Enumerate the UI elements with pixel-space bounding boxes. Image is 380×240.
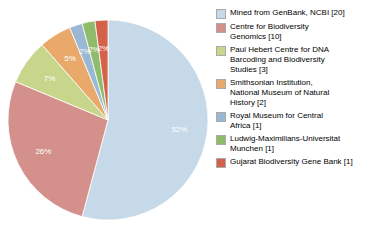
html-text:Royal Museum for Central: Royal Museum for Central — [230, 111, 323, 120]
html-text:Smithsonian Institution,: Smithsonian Institution, — [230, 78, 313, 87]
html-text:History [2]: History [2] — [230, 98, 266, 107]
html-text:Mined from GenBank, NCBI [20]: Mined from GenBank, NCBI [20] — [230, 8, 345, 17]
svg-text:2%: 2% — [88, 44, 100, 54]
html-text:Africa [1]: Africa [1] — [230, 121, 262, 130]
svg-text:2%: 2% — [98, 44, 110, 53]
svg-text:26%: 26% — [35, 147, 51, 156]
html-text:Genomics [10]: Genomics [10] — [230, 32, 282, 41]
html-text:Ludwig-Maximilians-Universitat: Ludwig-Maximilians-Universitat — [230, 134, 341, 143]
svg-text:7%: 7% — [44, 74, 56, 83]
html-text:Centre for Biodiversity: Centre for Biodiversity — [230, 22, 309, 31]
html-text:Munchen [1]: Munchen [1] — [230, 144, 274, 153]
html-text:Studies [3]: Studies [3] — [230, 65, 268, 74]
svg-text:5%: 5% — [64, 54, 76, 63]
svg-text:52%: 52% — [171, 125, 187, 134]
html-text:Paul Hebert Centre for DNA: Paul Hebert Centre for DNA — [230, 45, 330, 54]
html-text:Gujarat Biodiversity Gene Bank: Gujarat Biodiversity Gene Bank [1] — [230, 157, 353, 166]
html-text:Barcoding and Biodiversity: Barcoding and Biodiversity — [230, 55, 325, 64]
html-text:National Museum of Natural: National Museum of Natural — [230, 88, 330, 97]
svg-text:2%: 2% — [79, 47, 91, 57]
